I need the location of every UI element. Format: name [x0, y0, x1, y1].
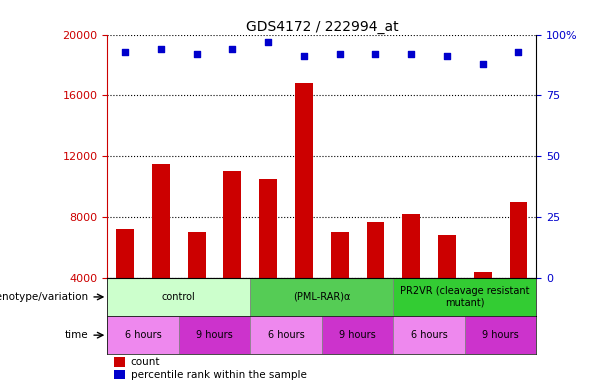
Bar [152, 164, 170, 278]
Point [406, 51, 416, 57]
Bar [295, 83, 313, 278]
Text: genotype/variation: genotype/variation [0, 292, 89, 302]
Point [335, 51, 345, 57]
Bar [438, 235, 456, 278]
Point [299, 53, 309, 60]
Point [192, 51, 202, 57]
Bar [509, 202, 527, 278]
Bar [250, 278, 394, 316]
Bar [224, 171, 242, 278]
Point [264, 39, 273, 45]
Point [478, 61, 488, 67]
Point [370, 51, 380, 57]
Bar [402, 214, 420, 278]
Bar [115, 357, 125, 367]
Text: 6 hours: 6 hours [268, 330, 305, 340]
Point [514, 48, 524, 55]
Text: control: control [162, 292, 196, 302]
Point [442, 53, 452, 60]
Text: 9 hours: 9 hours [339, 330, 376, 340]
Text: percentile rank within the sample: percentile rank within the sample [131, 369, 306, 379]
Point [120, 48, 130, 55]
Bar [116, 229, 134, 278]
Text: 6 hours: 6 hours [411, 330, 447, 340]
Bar [322, 316, 394, 354]
Bar [331, 232, 349, 278]
Bar [107, 278, 250, 316]
Bar [394, 278, 536, 316]
Bar [474, 272, 492, 278]
Bar [394, 316, 465, 354]
Bar [259, 179, 277, 278]
Title: GDS4172 / 222994_at: GDS4172 / 222994_at [246, 20, 398, 33]
Bar [188, 232, 205, 278]
Bar [367, 222, 384, 278]
Bar [107, 316, 179, 354]
Bar [250, 316, 322, 354]
Bar [179, 316, 250, 354]
Point [227, 46, 237, 52]
Text: time: time [65, 330, 89, 340]
Text: (PML-RAR)α: (PML-RAR)α [293, 292, 351, 302]
Point [156, 46, 166, 52]
Text: 9 hours: 9 hours [482, 330, 519, 340]
Text: count: count [131, 357, 160, 367]
Bar [115, 369, 125, 379]
Bar [465, 316, 536, 354]
Text: 9 hours: 9 hours [196, 330, 233, 340]
Text: 6 hours: 6 hours [124, 330, 161, 340]
Text: PR2VR (cleavage resistant
mutant): PR2VR (cleavage resistant mutant) [400, 286, 530, 308]
